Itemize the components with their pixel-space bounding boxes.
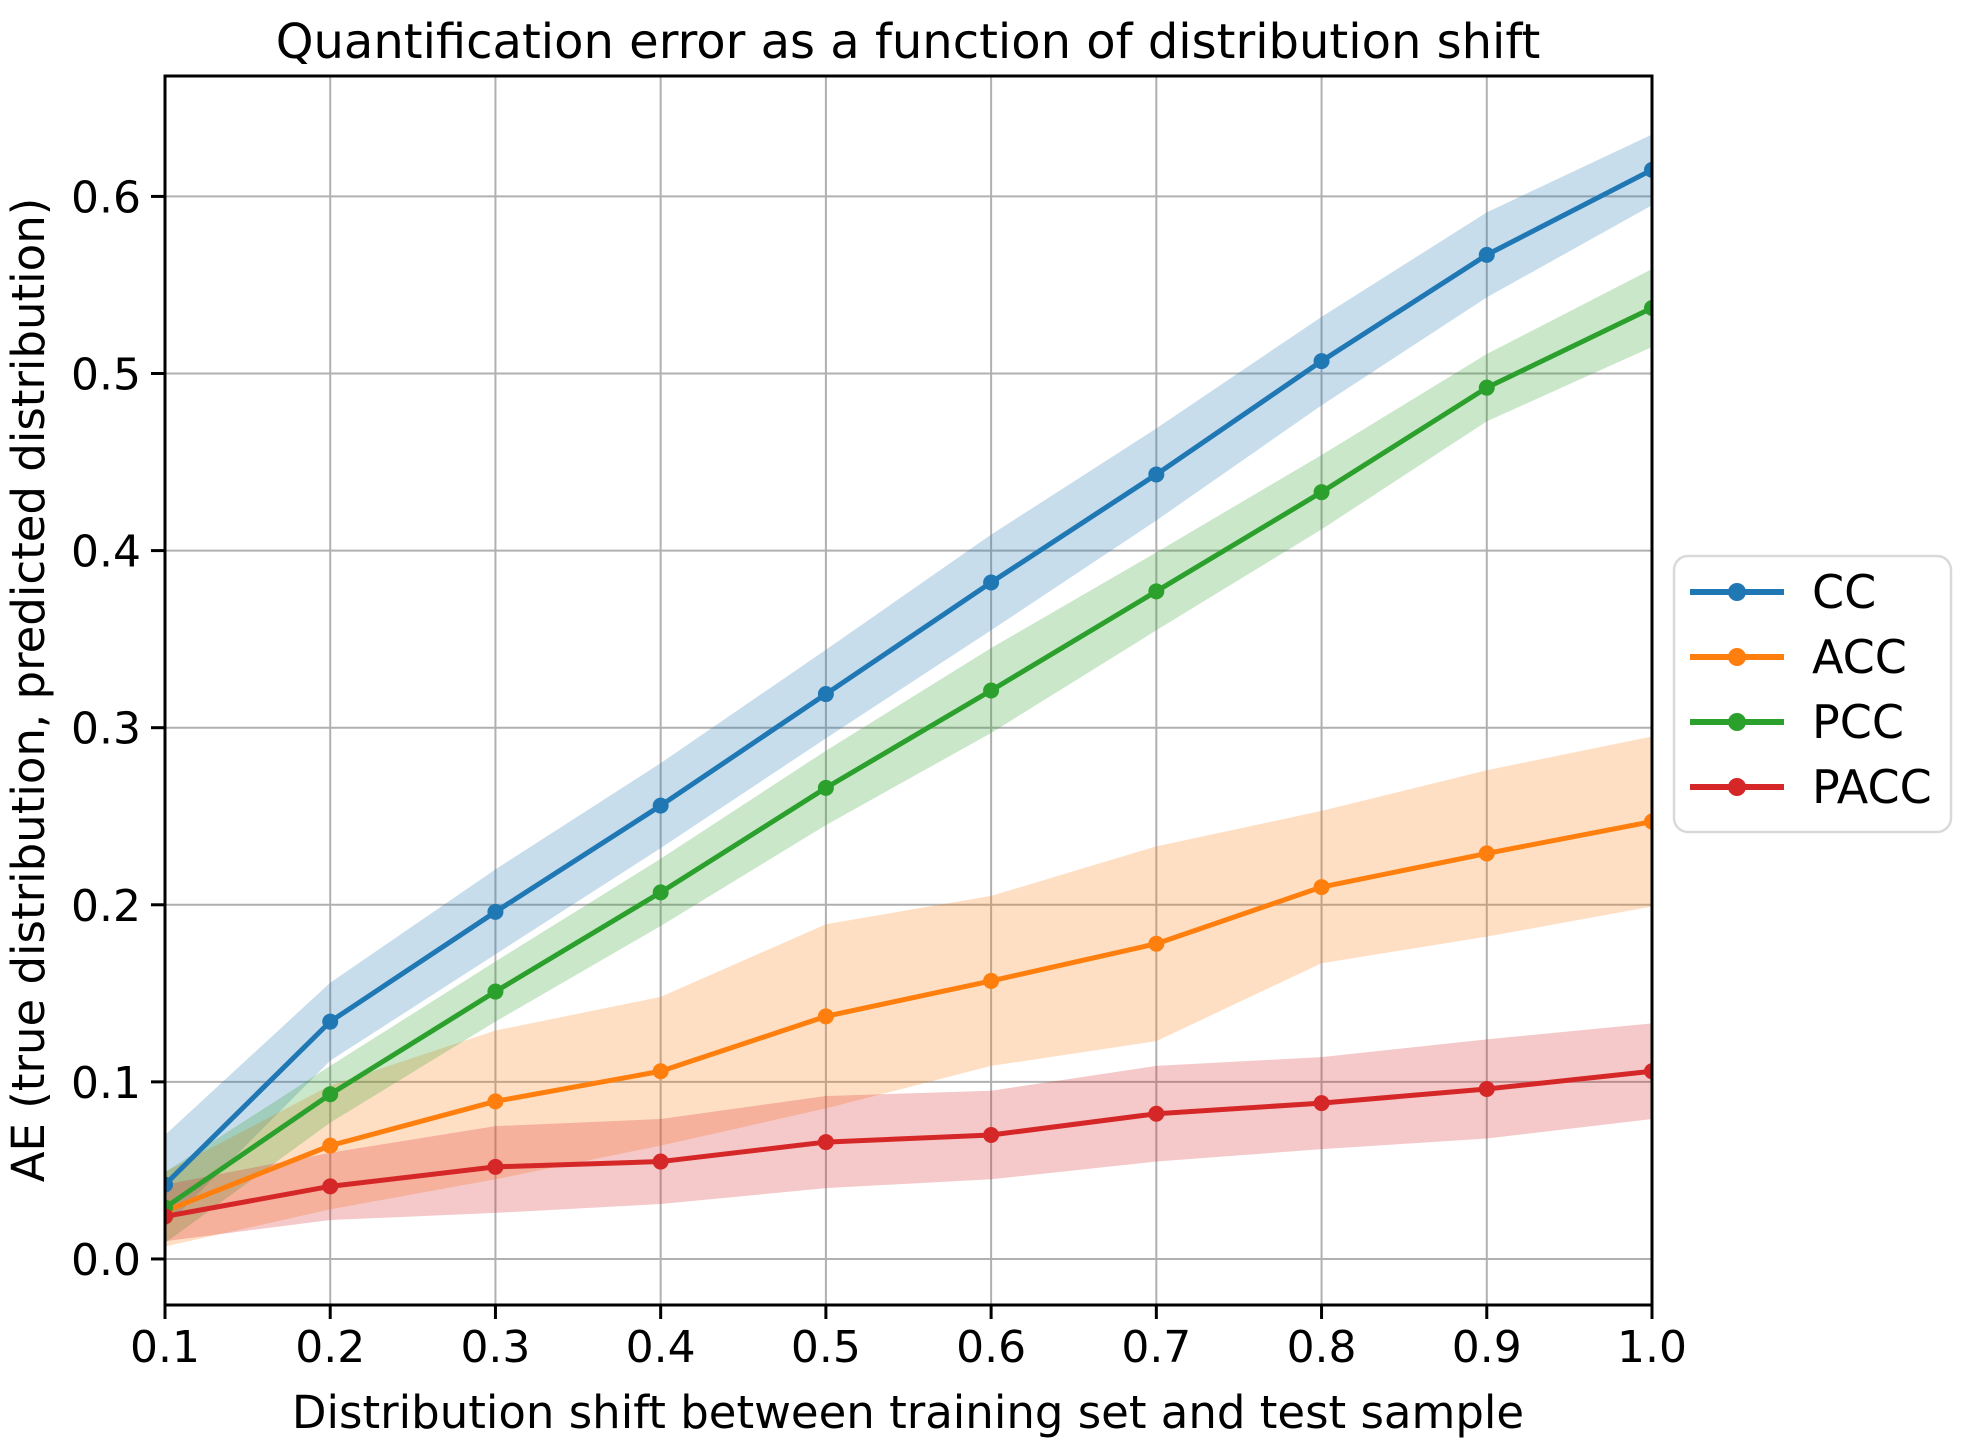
series-line-ACC	[165, 819, 1652, 1214]
x-tick-label-0.1: 0.1	[130, 1322, 200, 1373]
x-tick-label-0.9: 0.9	[1452, 1322, 1522, 1373]
data-point-PACC-0.8	[1313, 1095, 1330, 1112]
x-tick-label-0.7: 0.7	[1121, 1322, 1191, 1373]
series-markers-ACC	[165, 813, 1652, 1220]
legend-item-ACC: ACC	[1690, 630, 1907, 684]
data-point-PACC-0.5	[817, 1134, 834, 1151]
chart-title: Quantification error as a function of di…	[276, 14, 1541, 70]
data-point-CC-0.2	[322, 1013, 339, 1030]
data-point-PACC-0.3	[487, 1158, 504, 1175]
y-tick-label-0.2: 0.2	[71, 881, 141, 932]
data-point-PACC-1	[1644, 1063, 1652, 1080]
data-point-PCC-0.7	[1148, 583, 1165, 600]
series-line-CC	[165, 167, 1652, 1188]
y-axis-label: AE (true distribution, predicted distrib…	[2, 198, 55, 1183]
series-markers-PCC	[165, 299, 1652, 1216]
legend-label-PACC: PACC	[1812, 760, 1932, 814]
x-tick-label-0.4: 0.4	[626, 1322, 696, 1373]
data-point-ACC-0.2	[322, 1137, 339, 1154]
data-point-CC-0.3	[487, 903, 504, 920]
data-point-CC-1	[1644, 161, 1652, 178]
legend-item-PCC: PCC	[1690, 695, 1904, 749]
data-point-PACC-0.7	[1148, 1105, 1165, 1122]
series-band-CC	[165, 134, 1652, 1228]
axes-spines	[163, 74, 1654, 1307]
data-point-PACC-0.2	[322, 1178, 339, 1195]
data-point-PCC-0.8	[1313, 484, 1330, 501]
series-markers-CC	[165, 161, 1652, 1193]
series-band-ACC	[165, 736, 1652, 1247]
x-tick-label-0.6: 0.6	[956, 1322, 1026, 1373]
y-tick-label-0.4: 0.4	[71, 527, 141, 578]
data-point-PACC-0.6	[983, 1126, 1000, 1143]
data-point-CC-0.1	[165, 1176, 173, 1193]
legend: CC ACC PCC PACC	[1672, 554, 1953, 834]
legend-marker-PACC	[1728, 778, 1746, 796]
y-tick-label-0.5: 0.5	[71, 350, 141, 401]
data-point-CC-0.8	[1313, 353, 1330, 370]
data-point-PACC-0.4	[652, 1153, 669, 1170]
x-tick-label-0.8: 0.8	[1287, 1322, 1357, 1373]
legend-label-PCC: PCC	[1812, 695, 1904, 749]
legend-label-ACC: ACC	[1812, 630, 1907, 684]
data-point-ACC-0.9	[1478, 845, 1495, 862]
data-point-ACC-0.3	[487, 1093, 504, 1110]
series-line-PACC	[165, 1068, 1652, 1219]
data-point-ACC-1	[1644, 813, 1652, 830]
legend-marker-ACC	[1728, 648, 1746, 666]
y-tick-label-0.0: 0.0	[71, 1235, 141, 1286]
series-band-PACC	[165, 1023, 1652, 1242]
data-point-ACC-0.4	[652, 1063, 669, 1080]
data-point-PCC-1	[1644, 299, 1652, 316]
legend-marker-PCC	[1728, 713, 1746, 731]
data-point-ACC-0.5	[817, 1008, 834, 1025]
x-tick-label-0.2: 0.2	[295, 1322, 365, 1373]
axes-frame	[163, 74, 1654, 1307]
data-point-ACC-0.8	[1313, 879, 1330, 896]
series-markers-PACC	[165, 1063, 1652, 1225]
data-point-PCC-0.5	[817, 779, 834, 796]
data-point-PCC-0.6	[983, 682, 1000, 699]
data-point-CC-0.9	[1478, 246, 1495, 263]
y-tick-label-0.3: 0.3	[71, 704, 141, 755]
confidence-band-layer	[165, 134, 1652, 1247]
x-tick-label-0.3: 0.3	[460, 1322, 530, 1373]
data-point-CC-0.4	[652, 797, 669, 814]
legend-label-CC: CC	[1812, 565, 1876, 619]
x-tick-label-1.0: 1.0	[1617, 1322, 1687, 1373]
data-point-PCC-0.4	[652, 884, 669, 901]
tick-mark-layer	[151, 194, 1654, 1319]
data-point-PACC-0.1	[165, 1208, 173, 1225]
series-line-PCC	[165, 305, 1652, 1211]
data-point-PCC-0.2	[322, 1086, 339, 1103]
legend-frame	[1672, 554, 1953, 834]
data-point-PACC-0.9	[1478, 1080, 1495, 1097]
data-point-CC-0.6	[983, 574, 1000, 591]
legend-item-PACC: PACC	[1690, 760, 1932, 814]
y-tick-label-0.6: 0.6	[71, 172, 141, 223]
data-point-ACC-0.7	[1148, 935, 1165, 952]
series-line-layer	[165, 161, 1652, 1225]
data-point-PCC-0.9	[1478, 379, 1495, 396]
data-point-CC-0.7	[1148, 466, 1165, 483]
legend-item-CC: CC	[1690, 565, 1876, 619]
data-point-ACC-0.6	[983, 972, 1000, 989]
x-axis-label: Distribution shift between training set …	[292, 1386, 1524, 1439]
tick-label-layer: 0.1 0.2 0.3 0.4 0.5 0.6 0.7 0.8 0.9 1.0 0.0 0.1 0.2 0…	[71, 172, 1687, 1373]
data-point-CC-0.5	[817, 686, 834, 703]
x-tick-label-0.5: 0.5	[791, 1322, 861, 1373]
series-band-PCC	[165, 269, 1652, 1244]
y-tick-label-0.1: 0.1	[71, 1058, 141, 1109]
data-point-PCC-0.3	[487, 983, 504, 1000]
legend-marker-CC	[1728, 583, 1746, 601]
